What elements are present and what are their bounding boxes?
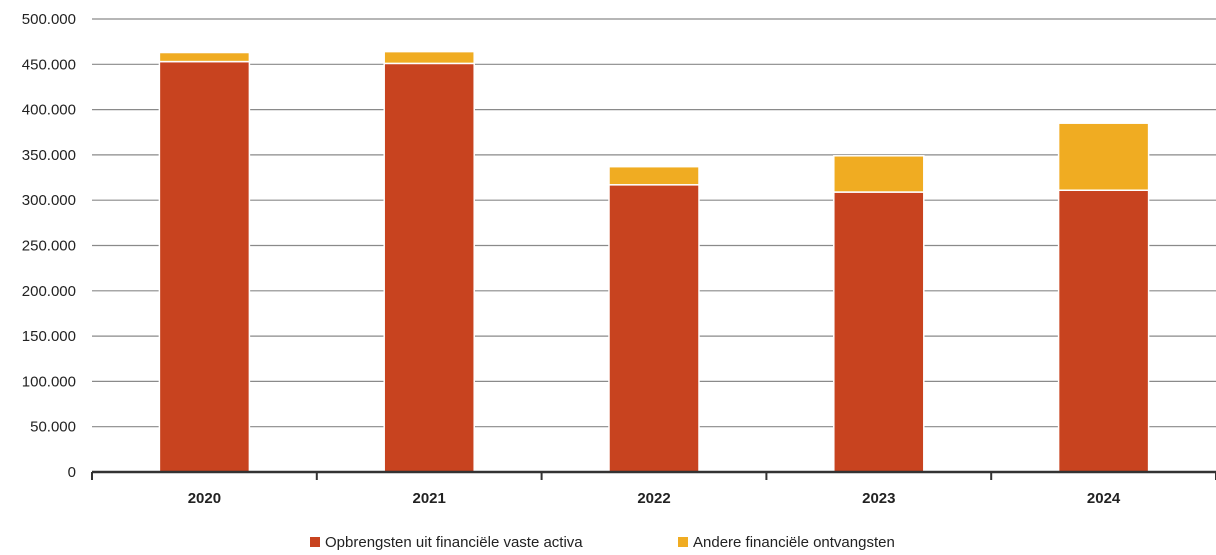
y-tick-label: 100.000 [22, 373, 76, 390]
y-tick-label: 200.000 [22, 283, 76, 300]
x-tick-label: 2022 [637, 490, 670, 507]
bar-2022-series-2 [608, 165, 700, 186]
y-axis-tick-labels: 0 50.000 100.000 150.000 200.000 250.000 300.0… [22, 11, 76, 481]
y-tick-label: 350.000 [22, 147, 76, 164]
legend-label: Opbrengsten uit financiële vaste activa [325, 534, 583, 551]
y-tick-label: 150.000 [22, 328, 76, 345]
bars [158, 50, 1150, 473]
y-tick-label: 400.000 [22, 102, 76, 119]
y-tick-label: 300.000 [22, 192, 76, 209]
y-tick-label: 50.000 [30, 419, 76, 436]
y-tick-label: 450.000 [22, 56, 76, 73]
bar-2021-series-1 [383, 62, 475, 473]
x-tick-label: 2020 [188, 490, 221, 507]
bar-2020-series-2 [158, 51, 251, 63]
legend: Opbrengsten uit financiële vaste activa A… [310, 534, 895, 551]
x-tick-label: 2021 [413, 490, 446, 507]
legend-label: Andere financiële ontvangsten [693, 534, 895, 551]
bar-2021-series-2 [383, 50, 475, 65]
bar-2023-series-2 [833, 155, 925, 193]
bar-2024-series-2 [1057, 122, 1150, 191]
bar-2022-series-1 [608, 184, 700, 473]
x-tick-label: 2023 [862, 490, 895, 507]
x-axis-tick-labels: 2020 2021 2022 2023 2024 [91, 472, 1216, 507]
legend-swatch [678, 537, 688, 547]
legend-swatch [310, 537, 320, 547]
y-tick-label: 500.000 [22, 11, 76, 28]
y-tick-label: 250.000 [22, 238, 76, 255]
x-tick-label: 2024 [1087, 490, 1121, 507]
bar-2023-series-1 [833, 191, 925, 473]
bar-2024-series-1 [1057, 189, 1150, 473]
bar-2020-series-1 [158, 60, 251, 473]
y-tick-label: 0 [68, 464, 76, 481]
